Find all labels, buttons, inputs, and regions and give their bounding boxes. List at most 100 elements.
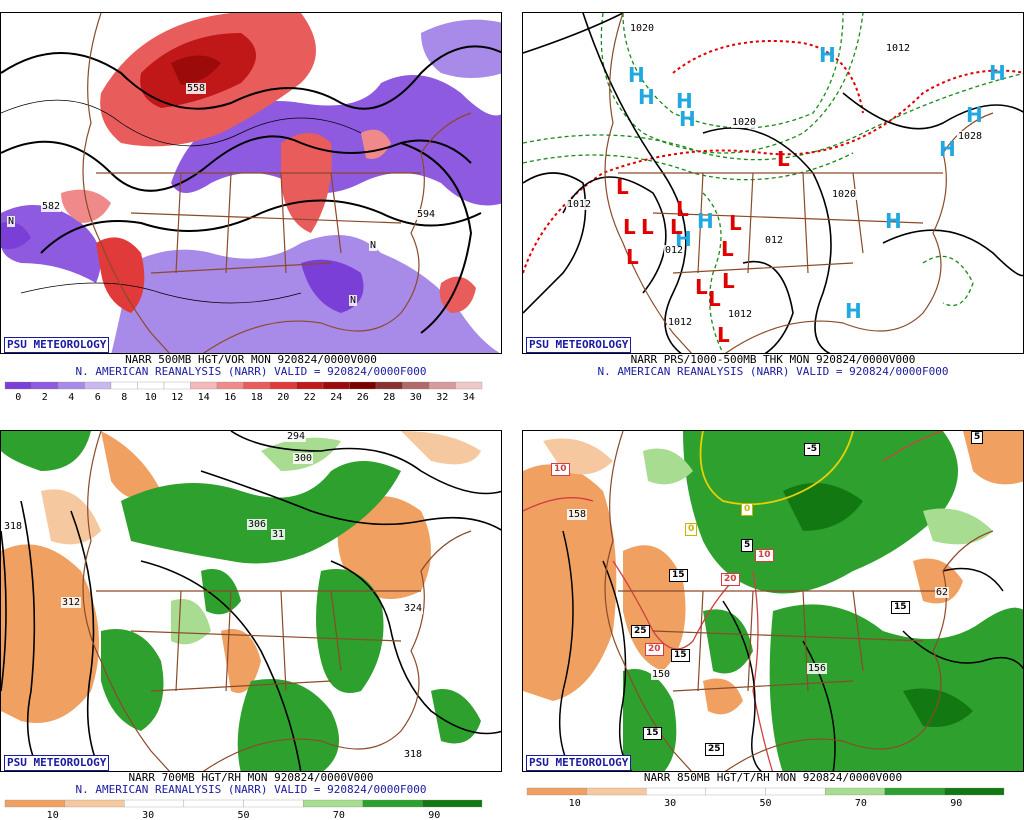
scale-label: 10 — [47, 810, 59, 820]
scale-label: 70 — [333, 810, 345, 820]
scale-label: 16 — [224, 392, 236, 402]
contour-label: 306 — [247, 519, 268, 530]
scale-swatch — [322, 381, 350, 390]
scale-label: 30 — [142, 810, 154, 820]
scale-label: 34 — [463, 392, 475, 402]
panel-title: NARR PRS/1000-500MB THK MON 920824/0000V… — [630, 353, 916, 366]
scale-swatch — [349, 381, 377, 390]
contour-label: 312 — [61, 597, 82, 608]
high-pressure-marker: H — [676, 89, 693, 113]
scale-label: 8 — [121, 392, 127, 402]
isotherm-label: 25 — [631, 625, 650, 638]
rh-color-scale: 10 30 50 70 90 — [526, 787, 1005, 808]
scale-swatch — [64, 799, 125, 808]
low-pressure-marker: L — [623, 215, 636, 239]
scale-label: 6 — [95, 392, 101, 402]
isobar-label: 1020 — [831, 189, 858, 200]
psu-badge: PSU METEOROLOGY — [526, 337, 632, 353]
isobar-label: 012 — [664, 245, 685, 256]
isobar-label: 1020 — [731, 117, 758, 128]
panel-850mb-temp-rh: 158 150 156 62 10 -5 5 0 0 5 10 15 20 15 25 20 15 15 25 PS… — [522, 430, 1024, 820]
contour-label: 156 — [807, 663, 828, 674]
scale-label: 12 — [171, 392, 183, 402]
low-pressure-marker: L — [777, 147, 790, 171]
isotherm-label: 15 — [643, 727, 662, 740]
scale-swatch — [216, 381, 244, 390]
map-500mb: 558 582 594 N N N — [0, 12, 502, 354]
isotherm-label: 5 — [741, 539, 754, 552]
isotherm-label: 15 — [671, 649, 690, 662]
scale-label: 2 — [42, 392, 48, 402]
low-pressure-marker: L — [729, 211, 742, 235]
scale-swatch — [137, 381, 165, 390]
panel-700mb-rh: 294 300 318 306 31 312 324 318 PSU METEOROLOGY … — [0, 430, 502, 820]
psu-badge: PSU METEOROLOGY — [526, 755, 632, 771]
scale-label: 50 — [759, 798, 771, 808]
scale-label: 70 — [855, 798, 867, 808]
panel-500mb-vorticity: 558 582 594 N N N PSU METEOROLOGY NARR 500MB … — [0, 12, 502, 402]
high-pressure-marker: H — [885, 209, 902, 233]
contour-label: 150 — [651, 669, 672, 680]
scale-swatch — [428, 381, 456, 390]
scale-swatch — [124, 799, 185, 808]
scale-label: 14 — [198, 392, 210, 402]
isotherm-label: 15 — [891, 601, 910, 614]
high-pressure-marker: H — [628, 63, 645, 87]
isotherm-label: 10 — [755, 549, 774, 562]
contour-label: 294 — [286, 431, 307, 442]
panel-title: NARR 850MB HGT/T/RH MON 920824/0000V000 — [643, 771, 903, 784]
scale-swatch — [586, 787, 647, 796]
map-pressure: 1020 1012 1020 1012 1020 012 012 1012 1012 1028 H H… — [522, 12, 1024, 354]
low-pressure-marker: L — [641, 215, 654, 239]
scale-label: 0 — [15, 392, 21, 402]
scale-swatch — [944, 787, 1005, 796]
scale-swatch — [110, 381, 138, 390]
isobar-label: 1012 — [566, 199, 593, 210]
panel-subtitle: N. AMERICAN REANALYSIS (NARR) VALID = 92… — [597, 365, 949, 378]
scale-swatch — [296, 381, 324, 390]
high-pressure-marker: H — [675, 227, 692, 251]
isotherm-label: 10 — [551, 463, 570, 476]
high-pressure-marker: H — [939, 137, 956, 161]
isotherm-label: 15 — [669, 569, 688, 582]
scale-label: 22 — [304, 392, 316, 402]
scale-swatch — [243, 799, 304, 808]
isotherm-label: -5 — [804, 443, 820, 456]
contour-label: 324 — [403, 603, 424, 614]
scale-label: 4 — [68, 392, 74, 402]
scale-label: 24 — [330, 392, 342, 402]
low-pressure-marker: L — [722, 269, 735, 293]
scale-label: 26 — [357, 392, 369, 402]
scale-label: 50 — [237, 810, 249, 820]
scale-swatch — [765, 787, 826, 796]
scale-swatch — [84, 381, 112, 390]
isotherm-label: 20 — [721, 573, 740, 586]
scale-swatch — [362, 799, 423, 808]
low-pressure-marker: L — [721, 237, 734, 261]
panel-pressure-thickness: 1020 1012 1020 1012 1020 012 012 1012 1012 1028 H H… — [522, 12, 1024, 402]
scale-swatch — [646, 787, 707, 796]
scale-label: 90 — [428, 810, 440, 820]
map-700mb: 294 300 318 306 31 312 324 318 — [0, 430, 502, 772]
scale-swatch — [375, 381, 403, 390]
scale-swatch — [190, 381, 218, 390]
scale-swatch — [4, 799, 65, 808]
rh-color-scale: 10 30 50 70 90 — [4, 799, 483, 820]
contour-label: 300 — [293, 453, 314, 464]
scale-label: 20 — [277, 392, 289, 402]
scale-swatch — [302, 799, 363, 808]
contour-label: N — [7, 216, 16, 227]
scale-swatch — [243, 381, 271, 390]
low-pressure-marker: L — [695, 275, 708, 299]
scale-label: 90 — [950, 798, 962, 808]
isotherm-label: 0 — [741, 503, 754, 516]
scale-label: 10 — [145, 392, 157, 402]
high-pressure-marker: H — [697, 209, 714, 233]
panel-title: NARR 700MB HGT/RH MON 920824/0000V000 — [128, 771, 374, 784]
scale-label: 10 — [569, 798, 581, 808]
isobar-label: 1028 — [957, 131, 984, 142]
high-pressure-marker: H — [966, 103, 983, 127]
isobar-label: 1012 — [885, 43, 912, 54]
scale-swatch — [705, 787, 766, 796]
contour-label: 158 — [567, 509, 588, 520]
